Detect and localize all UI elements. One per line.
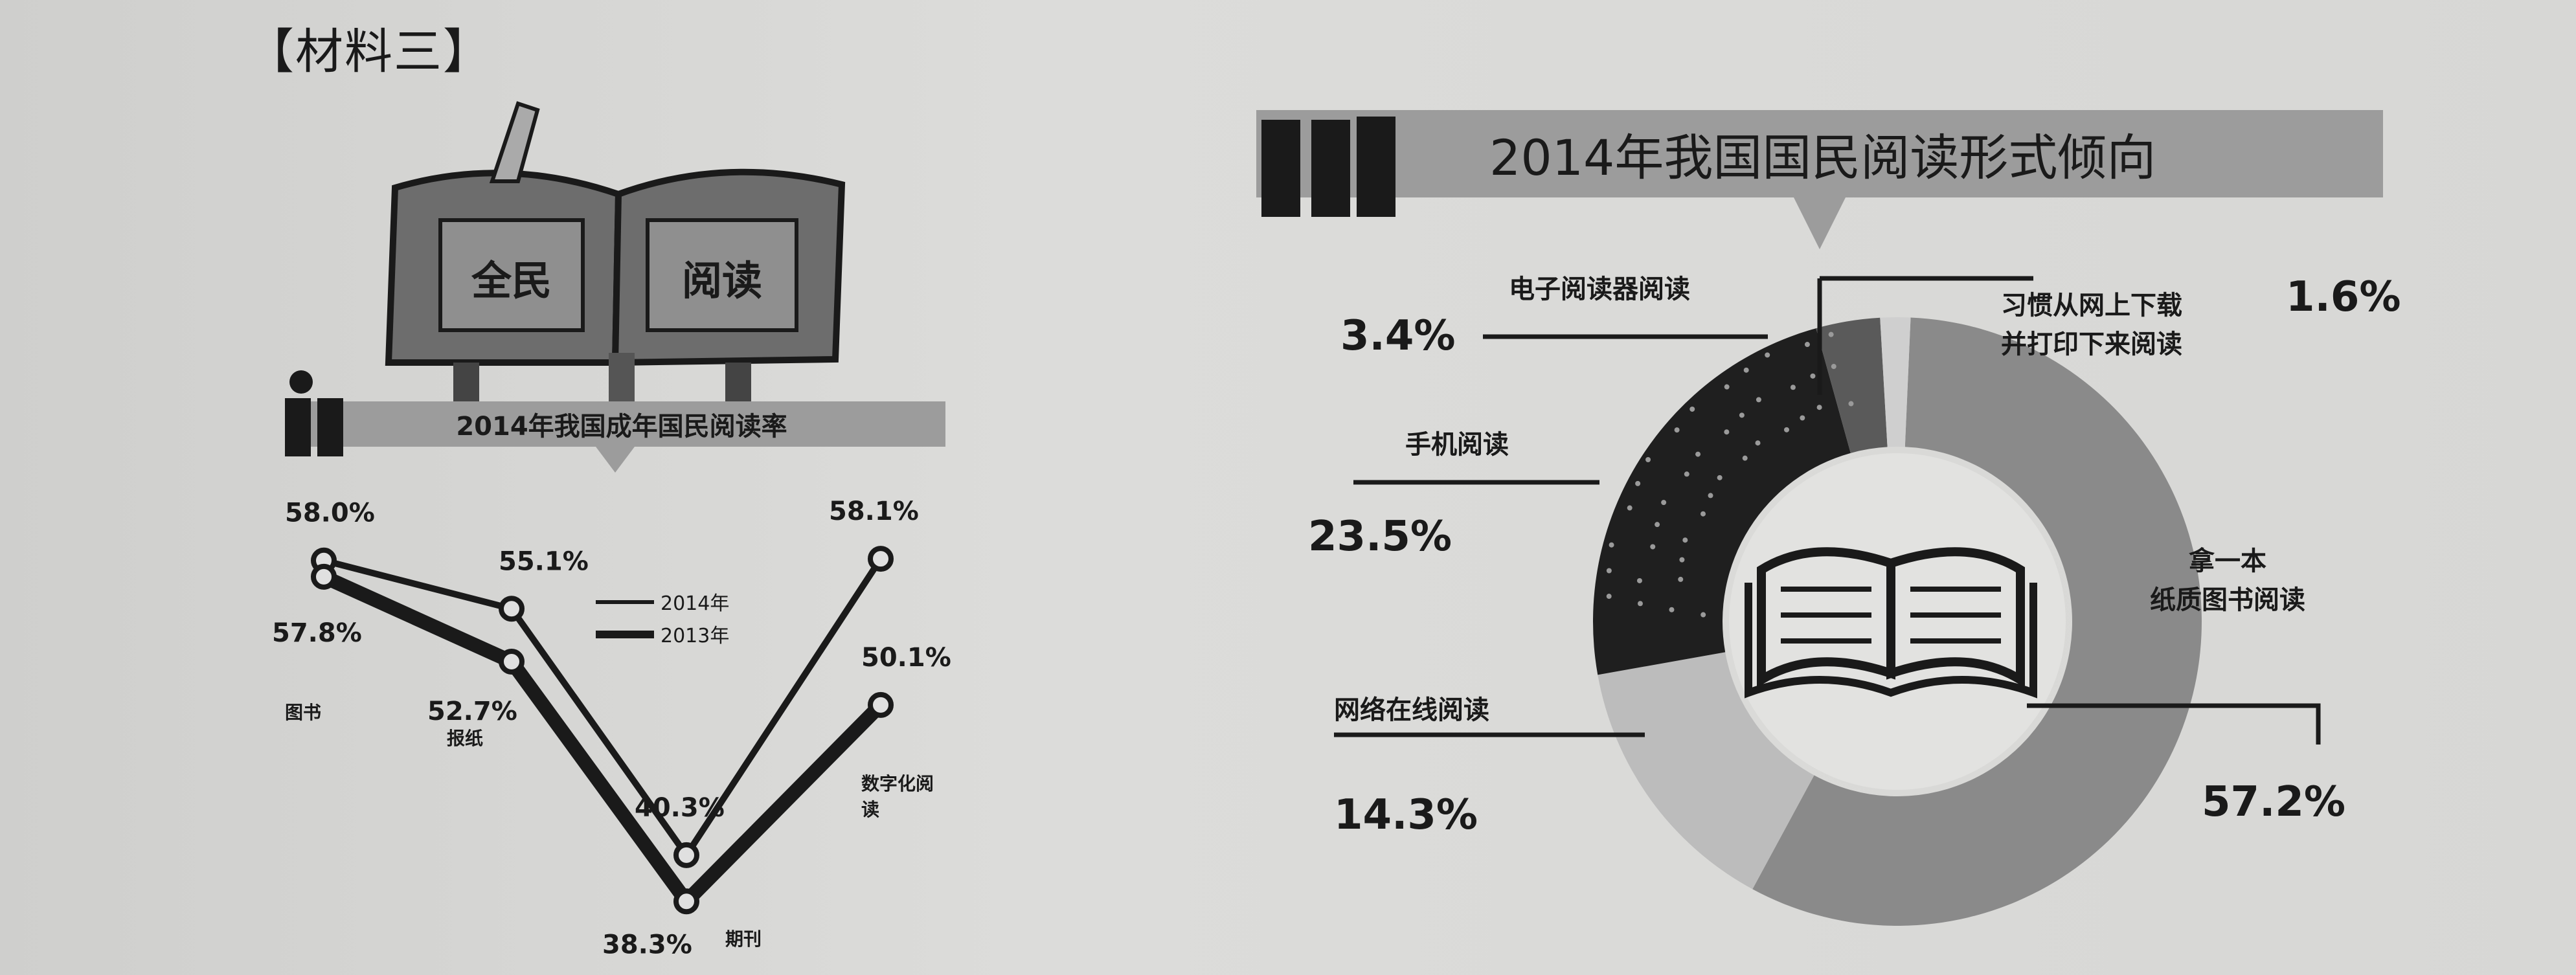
cover-text-2: 阅读 [682,257,762,304]
value-label-2013年-2: 38.3% [602,930,692,959]
texture-dot [1848,401,1853,407]
texture-dot [1675,427,1680,432]
texture-dot [1784,427,1789,432]
texture-dot [1669,607,1674,612]
pie-slice-label-4: 习惯从网上下载并打印下来阅读 [2001,291,2182,359]
category-label-1: 报纸 [447,728,483,749]
category-label-3: 数字化阅读 [861,773,934,820]
value-label-2014年-3: 58.1% [829,497,919,526]
texture-dot [1645,457,1651,462]
texture-dot [1724,385,1730,390]
legend-label-2013: 2013年 [661,625,729,647]
texture-dot [1700,511,1706,517]
texture-dot [1744,368,1749,373]
value-label-2013年-3: 50.1% [861,643,951,673]
texture-dot [1682,537,1688,543]
line-chart-title: 2014年我国成年国民阅读率 [456,412,787,442]
texture-dot [1708,493,1713,498]
texture-dot [1756,397,1761,402]
cover-text-1: 全民 [471,257,552,304]
texture-dot [1609,543,1614,548]
texture-dot [1650,544,1655,550]
texture-dot [1627,506,1633,511]
book-cover-icon: 全民 阅读 [389,104,842,411]
texture-dot [1765,352,1770,357]
pie-slice-label-1: 网络在线阅读 [1334,695,1489,725]
texture-dot [1739,412,1745,418]
texture-dot [1689,407,1695,412]
texture-dot [1800,416,1805,421]
line-point-2013年-1 [501,651,522,672]
pie-value-label-3: 3.4% [1340,312,1456,360]
pie-value-label-1: 14.3% [1334,791,1478,839]
pie-value-label-0: 57.2% [2202,778,2345,826]
line-point-2013年-3 [870,695,891,715]
texture-dot [1810,374,1815,379]
value-label-2014年-1: 55.1% [499,546,589,576]
value-label-2013年-0: 57.8% [272,618,362,648]
donut-hole [1729,453,2066,790]
texture-dot [1637,578,1642,583]
texture-dot [1743,456,1748,461]
pie-chart-plot [1593,317,2202,926]
texture-dot [1695,452,1700,457]
texture-dot [1829,332,1834,337]
texture-dot [1638,601,1643,606]
texture-dot [1655,522,1660,527]
legend-label-2014: 2014年 [661,592,729,615]
line-point-2013年-0 [313,566,334,587]
texture-dot [1678,577,1683,582]
value-label-2014年-2: 40.3% [635,793,725,823]
texture-dot [1700,612,1706,618]
texture-dot [1679,557,1684,563]
texture-dot [1607,568,1612,574]
texture-dot [1724,429,1729,434]
texture-dot [1661,500,1666,505]
texture-dot [1805,342,1810,347]
book-icon-right [1261,117,1395,217]
line-point-2014年-3 [870,548,891,569]
texture-dot [1717,475,1723,480]
category-label-2: 期刊 [725,928,762,950]
pie-slice-label-2: 手机阅读 [1405,430,1509,460]
value-label-2014年-0: 58.0% [285,499,375,528]
texture-dot [1817,405,1822,410]
category-label-0: 图书 [285,702,321,723]
line-legend: 2014年 2013年 [596,592,729,647]
texture-dot [1756,440,1761,445]
line-point-2014年-2 [676,845,697,866]
pie-value-label-4: 1.6% [2286,273,2401,321]
line-chart-plot: 58.0% 55.1% 40.3% 58.1% 57.8% 52.7% 38.3% 50.1%… [272,497,951,959]
pie-value-label-2: 23.5% [1308,513,1452,561]
pie-slice-label-3: 电子阅读器阅读 [1509,275,1690,304]
texture-dot [1791,385,1796,390]
line-point-2014年-1 [501,598,522,619]
texture-dot [1607,594,1612,599]
texture-dot [1684,471,1689,476]
texture-dot [1635,481,1640,486]
texture-dot [1831,364,1836,369]
value-label-2013年-1: 52.7% [427,697,517,726]
pie-chart-title: 2014年我国国民阅读形式倾向 [1489,129,2156,186]
line-point-2013年-2 [676,891,697,912]
